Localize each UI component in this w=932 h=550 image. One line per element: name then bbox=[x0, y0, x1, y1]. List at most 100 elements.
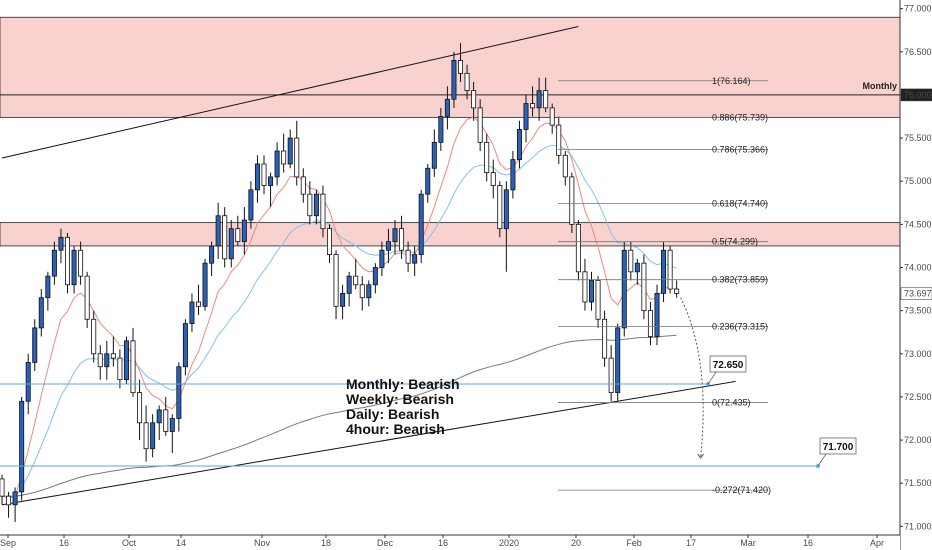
candle-26 bbox=[169, 414, 175, 454]
candle-65 bbox=[425, 163, 431, 203]
target-pointer-0 bbox=[707, 371, 717, 385]
candle-body bbox=[150, 422, 156, 450]
price-badge-0 bbox=[900, 88, 932, 102]
candle-body bbox=[628, 249, 634, 273]
candle-body bbox=[65, 236, 71, 286]
candle-body bbox=[91, 318, 97, 355]
candle-58 bbox=[379, 241, 385, 277]
slow-moving-average bbox=[1, 334, 677, 497]
candle-body bbox=[602, 318, 608, 359]
candle-36 bbox=[235, 215, 241, 246]
candle-body bbox=[621, 249, 627, 329]
channel-lower-line bbox=[1, 380, 736, 506]
target-box-0 bbox=[709, 355, 747, 373]
time-tick-label-14: Apr bbox=[870, 538, 884, 548]
candle-25 bbox=[163, 396, 169, 436]
candle-55 bbox=[359, 276, 365, 311]
candle-body bbox=[287, 137, 293, 165]
price-tick-label-7: 73.500 bbox=[904, 306, 932, 316]
price-badge-1 bbox=[900, 287, 932, 300]
candle-body bbox=[405, 249, 411, 264]
candle-99 bbox=[647, 302, 653, 346]
candle-body bbox=[248, 189, 254, 221]
candle-body bbox=[209, 245, 215, 264]
candle-body bbox=[359, 284, 365, 299]
target-label-0: 72.650 bbox=[713, 360, 744, 371]
candle-91 bbox=[595, 276, 601, 328]
fibonacci-levels: 1(76.164) 0.886(75.739) 0.786(75.366) 0.618… bbox=[558, 76, 771, 495]
candle-body bbox=[477, 107, 483, 143]
candle-body bbox=[634, 262, 640, 273]
candle-38 bbox=[248, 181, 254, 229]
candle-body bbox=[457, 60, 463, 74]
candle-48 bbox=[313, 189, 319, 225]
candle-body bbox=[562, 154, 568, 178]
candle-62 bbox=[405, 241, 411, 272]
price-tick-label-10: 72.000 bbox=[904, 435, 932, 445]
bias-line-0: Monthly: Bearish bbox=[346, 376, 460, 392]
candle-46 bbox=[300, 168, 306, 203]
candle-body bbox=[615, 327, 621, 394]
fib-label-0: 1(76.164) bbox=[712, 76, 751, 86]
candle-73 bbox=[477, 99, 483, 152]
time-tick-label-1: 16 bbox=[59, 538, 69, 548]
candlesticks bbox=[0, 43, 680, 523]
candle-20 bbox=[130, 327, 136, 397]
candle-19 bbox=[123, 336, 129, 384]
candle-body bbox=[674, 288, 680, 294]
candle-14 bbox=[91, 310, 97, 363]
candle-body bbox=[667, 249, 673, 290]
candle-body bbox=[104, 353, 110, 368]
candle-body bbox=[372, 267, 378, 286]
fib-label-5: 0.382(73.859) bbox=[712, 275, 768, 285]
candle-89 bbox=[582, 258, 588, 311]
candle-72 bbox=[471, 81, 477, 121]
fib-label-1: 0.886(75.739) bbox=[712, 112, 768, 122]
time-tick-label-10: Feb bbox=[626, 538, 642, 548]
candle-10 bbox=[65, 232, 71, 294]
candle-50 bbox=[326, 224, 332, 264]
candle-66 bbox=[431, 129, 437, 177]
candle-97 bbox=[634, 258, 640, 285]
candle-96 bbox=[628, 241, 634, 281]
candle-body bbox=[176, 366, 182, 419]
candle-body bbox=[556, 124, 562, 156]
candle-body bbox=[392, 228, 398, 243]
price-tick-label-4: 75.000 bbox=[904, 176, 932, 186]
candle-34 bbox=[222, 207, 228, 268]
candle-body bbox=[471, 90, 477, 109]
time-tick-label-5: 18 bbox=[321, 538, 331, 548]
candle-82 bbox=[536, 77, 542, 121]
candle-54 bbox=[353, 258, 359, 290]
candle-75 bbox=[490, 159, 496, 199]
candle-57 bbox=[372, 263, 378, 294]
candle-77 bbox=[503, 181, 509, 272]
candle-83 bbox=[543, 77, 549, 113]
candle-67 bbox=[438, 107, 444, 152]
moving-averages bbox=[1, 116, 677, 499]
price-tick-label-11: 71.500 bbox=[904, 478, 932, 488]
candle-68 bbox=[444, 86, 450, 130]
candle-95 bbox=[621, 241, 627, 337]
candle-1 bbox=[6, 491, 12, 518]
candle-body bbox=[189, 301, 195, 324]
candle-76 bbox=[497, 181, 503, 238]
candle-27 bbox=[176, 362, 182, 432]
candle-103 bbox=[674, 280, 680, 298]
candle-56 bbox=[366, 280, 372, 307]
candle-body bbox=[254, 163, 260, 191]
time-tick-label-9: 20 bbox=[571, 538, 581, 548]
candle-2 bbox=[12, 487, 18, 523]
candle-body bbox=[399, 228, 405, 251]
candle-body bbox=[385, 241, 391, 251]
candle-body bbox=[182, 323, 188, 368]
candle-body bbox=[215, 215, 221, 247]
candle-23 bbox=[150, 414, 156, 458]
candle-16 bbox=[104, 340, 110, 380]
candle-body bbox=[19, 400, 25, 493]
fib-label-6: 0.236(73.315) bbox=[712, 322, 768, 332]
candle-15 bbox=[97, 345, 103, 380]
candle-90 bbox=[589, 271, 595, 311]
candle-body bbox=[366, 284, 372, 299]
